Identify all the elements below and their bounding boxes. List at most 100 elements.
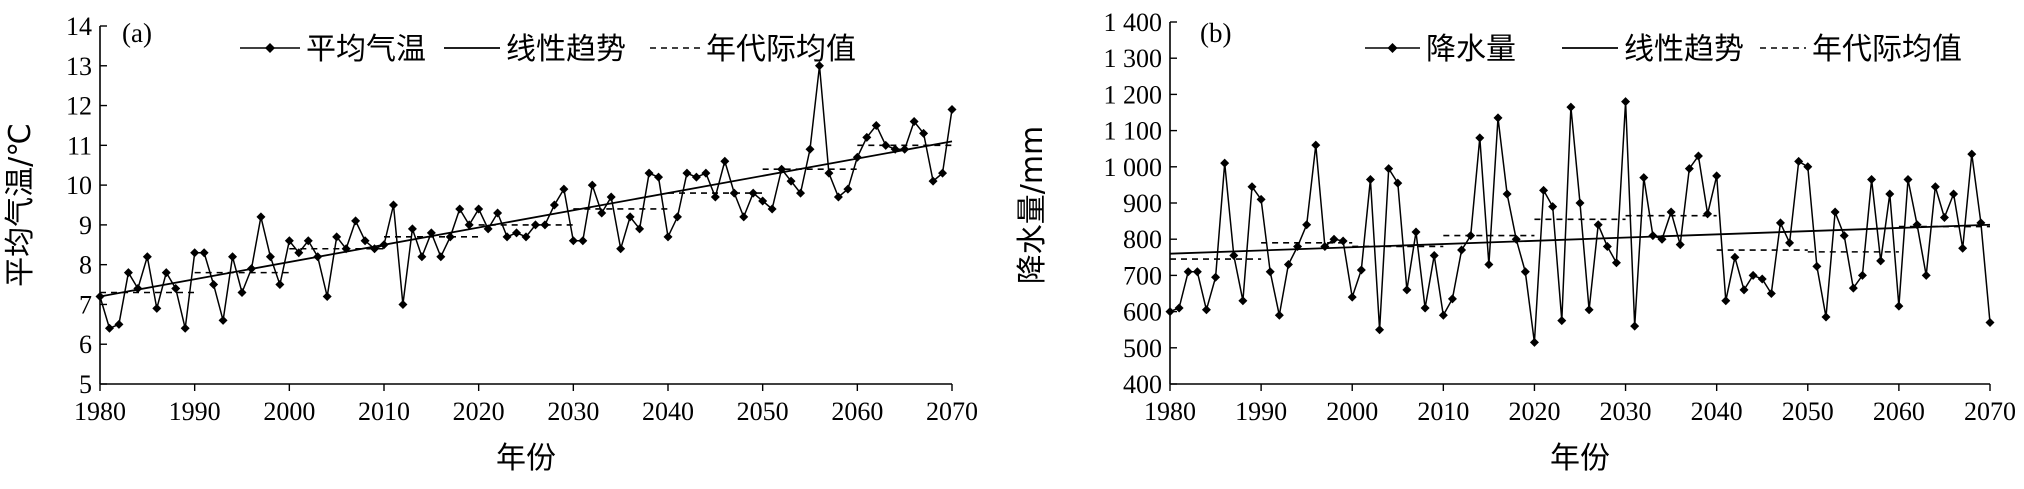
data-point xyxy=(1165,307,1175,317)
data-point xyxy=(398,299,408,309)
data-point xyxy=(1356,265,1366,275)
data-point xyxy=(246,264,256,274)
data-point xyxy=(1584,305,1594,315)
data-point xyxy=(512,228,522,238)
data-point xyxy=(540,220,550,230)
data-point xyxy=(1338,236,1348,246)
data-point xyxy=(1657,234,1667,244)
data-point xyxy=(209,280,219,290)
x-axis-title: 年份 xyxy=(496,441,556,476)
data-point xyxy=(1785,238,1795,248)
chart-panel-b: 1980 1990 2000 2010 2020 2030 2040 2050 2060 2070… xyxy=(1015,8,2016,476)
data-point xyxy=(1457,245,1467,255)
data-point xyxy=(606,192,616,202)
legend-label: 年代际均值 xyxy=(1812,32,1962,67)
legend-label: 年代际均值 xyxy=(706,32,856,67)
x-tick-label: 2010 xyxy=(358,397,410,426)
data-point xyxy=(654,172,664,182)
data-point xyxy=(900,144,910,154)
data-point xyxy=(1347,292,1357,302)
data-point xyxy=(862,132,872,142)
data-point xyxy=(1794,156,1804,166)
data-point xyxy=(1775,218,1785,228)
data-point xyxy=(1256,194,1266,204)
data-point xyxy=(1183,267,1193,277)
data-point xyxy=(417,252,427,262)
y-tick-label: 7 xyxy=(79,290,92,319)
data-point xyxy=(1921,270,1931,280)
x-tick-label: 2030 xyxy=(547,397,599,426)
data-point xyxy=(407,224,417,234)
data-point xyxy=(710,192,720,202)
data-point xyxy=(370,244,380,254)
data-point xyxy=(237,288,247,298)
data-point xyxy=(1976,218,1986,228)
y-tick-label: 8 xyxy=(79,251,92,280)
x-tick-label: 2020 xyxy=(453,397,505,426)
data-point xyxy=(1967,149,1977,159)
data-point xyxy=(218,315,228,325)
data-point xyxy=(720,156,730,166)
data-point xyxy=(483,224,493,234)
y-tick-label: 900 xyxy=(1123,189,1162,218)
data-point xyxy=(1393,178,1403,188)
data-point xyxy=(672,212,682,222)
data-point xyxy=(814,61,824,71)
data-point xyxy=(1274,310,1284,320)
data-point xyxy=(587,180,597,190)
data-point xyxy=(1739,285,1749,295)
data-point xyxy=(332,232,342,242)
data-point xyxy=(1621,97,1631,107)
data-point xyxy=(1611,258,1621,268)
data-point xyxy=(133,284,143,294)
legend-label: 线性趋势 xyxy=(1624,32,1744,67)
data-point xyxy=(1529,337,1539,347)
legend-marker-diamond xyxy=(1387,43,1398,53)
data-point xyxy=(1894,301,1904,311)
y-axis-title: 降水量/mm xyxy=(1015,126,1050,285)
data-point xyxy=(597,208,607,218)
chart-panel-a: 1980 1990 2000 2010 2020 2030 2040 2050 2060 2070… xyxy=(3,12,978,476)
data-point xyxy=(1949,189,1959,199)
data-point xyxy=(1693,151,1703,161)
data-point xyxy=(559,184,569,194)
data-point xyxy=(436,252,446,262)
data-point xyxy=(1630,321,1640,331)
data-point xyxy=(1384,164,1394,174)
data-point xyxy=(1684,164,1694,174)
panel-label: (a) xyxy=(122,18,152,48)
data-point xyxy=(1438,310,1448,320)
x-tick-label: 2040 xyxy=(1691,397,1743,426)
y-tick-label: 13 xyxy=(66,52,92,81)
data-point xyxy=(947,105,957,115)
data-point xyxy=(663,232,673,242)
data-point xyxy=(1830,207,1840,217)
data-point xyxy=(1939,212,1949,222)
data-point xyxy=(1484,260,1494,270)
data-point xyxy=(426,228,436,238)
y-tick-label: 14 xyxy=(66,12,92,41)
x-tick-label: 1990 xyxy=(1235,397,1287,426)
data-point xyxy=(1839,231,1849,241)
data-point xyxy=(313,252,323,262)
data-point xyxy=(493,208,503,218)
data-point xyxy=(682,168,692,178)
data-point xyxy=(909,116,919,126)
data-point xyxy=(1757,274,1767,284)
data-point xyxy=(1539,185,1549,195)
data-point xyxy=(1493,113,1503,123)
series-line-temperature xyxy=(99,65,953,330)
data-point xyxy=(1420,303,1430,313)
data-point xyxy=(95,291,105,301)
data-point xyxy=(228,252,238,262)
data-point xyxy=(275,280,285,290)
data-point xyxy=(152,303,162,313)
data-point xyxy=(303,236,313,246)
data-point xyxy=(805,144,815,154)
legend: 平均气温 线性趋势 年代际均值 xyxy=(240,32,856,67)
y-tick-label: 10 xyxy=(66,171,92,200)
data-point xyxy=(1466,231,1476,241)
data-point xyxy=(635,224,645,234)
x-tick-label: 2060 xyxy=(831,397,883,426)
